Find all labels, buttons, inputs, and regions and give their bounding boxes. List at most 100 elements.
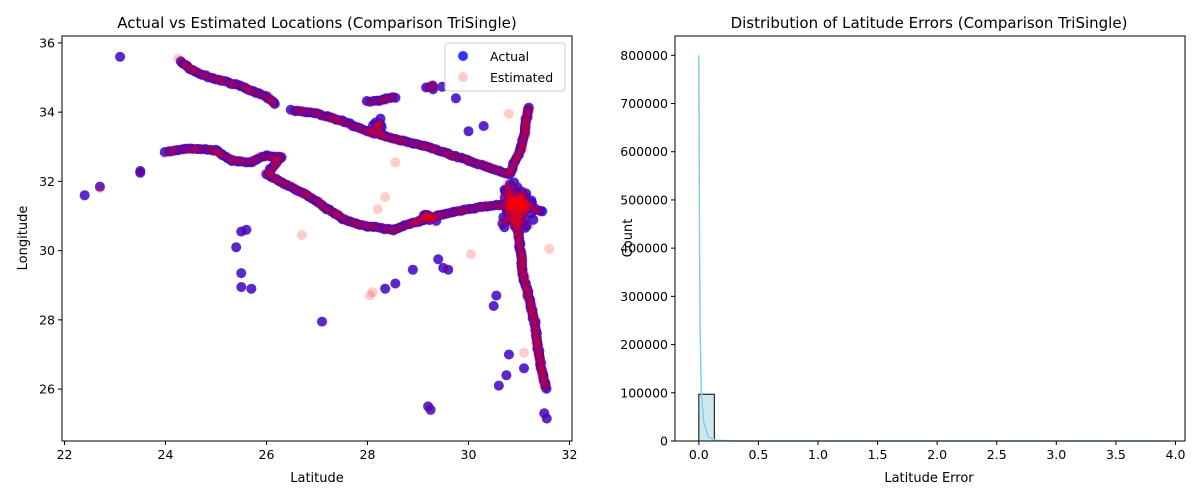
estimated-point xyxy=(475,202,485,213)
y-tick-label: 500000 xyxy=(620,192,668,207)
estimated-point xyxy=(409,217,420,228)
estimated-point xyxy=(167,145,178,156)
estimated-point xyxy=(329,114,340,125)
estimated-point xyxy=(515,195,526,206)
actual-point xyxy=(269,98,280,109)
actual-point xyxy=(390,278,401,289)
estimated-point xyxy=(321,204,332,215)
estimated-point xyxy=(469,203,480,214)
estimated-point xyxy=(384,224,395,235)
estimated-point xyxy=(302,106,313,117)
estimated-point xyxy=(300,189,311,200)
y-tick-label: 800000 xyxy=(620,48,668,63)
actual-point xyxy=(236,282,247,292)
estimated-point xyxy=(290,106,301,117)
estimated-point xyxy=(226,79,236,90)
actual-point xyxy=(463,126,474,137)
histogram-frame xyxy=(674,35,1186,442)
estimated-point xyxy=(201,143,212,154)
estimated-point xyxy=(518,133,529,144)
estimated-point xyxy=(163,146,174,157)
estimated-point xyxy=(511,216,522,227)
estimated-point xyxy=(452,152,463,163)
estimated-point xyxy=(517,200,528,211)
estimated-point xyxy=(509,200,520,211)
estimated-point xyxy=(504,215,515,226)
actual-point xyxy=(519,363,529,374)
estimated-point xyxy=(342,215,353,226)
estimated-point xyxy=(79,190,90,201)
estimated-point xyxy=(368,96,379,107)
estimated-point xyxy=(524,287,535,298)
estimated-point xyxy=(273,176,284,187)
estimated-point xyxy=(214,147,225,158)
estimated-point xyxy=(510,206,521,217)
estimated-point xyxy=(519,113,530,124)
estimated-point xyxy=(438,146,449,157)
estimated-point xyxy=(420,210,431,221)
estimated-point xyxy=(505,199,516,210)
estimated-point xyxy=(420,140,431,151)
estimated-point xyxy=(236,156,247,167)
estimated-point xyxy=(450,151,461,162)
estimated-point xyxy=(374,96,385,106)
estimated-point xyxy=(508,197,519,208)
estimated-point xyxy=(541,383,552,394)
legend-marker-actual xyxy=(458,51,468,61)
estimated-point xyxy=(529,325,540,336)
estimated-point xyxy=(502,179,513,190)
estimated-point xyxy=(447,151,458,161)
estimated-point xyxy=(501,191,512,202)
estimated-point xyxy=(507,160,518,170)
estimated-point xyxy=(388,91,399,102)
estimated-point xyxy=(503,210,514,221)
estimated-point xyxy=(314,196,324,207)
estimated-point xyxy=(341,117,352,128)
estimated-point xyxy=(502,216,512,227)
estimated-point xyxy=(372,124,383,135)
estimated-point xyxy=(523,105,534,116)
estimated-point xyxy=(433,254,444,265)
estimated-point xyxy=(240,82,251,93)
actual-point xyxy=(541,383,552,394)
estimated-point xyxy=(533,340,544,351)
estimated-point xyxy=(516,196,527,207)
estimated-point xyxy=(506,195,517,206)
estimated-point xyxy=(451,93,461,104)
estimated-point xyxy=(536,370,547,381)
estimated-point xyxy=(377,94,388,105)
estimated-point xyxy=(285,104,296,115)
actual-point xyxy=(413,216,424,227)
estimated-point xyxy=(225,154,236,165)
estimated-point xyxy=(513,239,524,250)
estimated-point xyxy=(519,347,529,358)
estimated-point xyxy=(516,200,527,211)
legend-marker-estimated xyxy=(458,72,468,82)
estimated-point xyxy=(517,202,528,213)
estimated-point xyxy=(516,219,527,230)
estimated-point xyxy=(516,262,527,272)
estimated-point xyxy=(409,138,420,149)
estimated-point xyxy=(514,147,525,158)
estimated-point xyxy=(466,249,476,260)
estimated-point xyxy=(504,184,515,194)
actual-point xyxy=(505,196,516,207)
estimated-point xyxy=(511,152,522,163)
estimated-point xyxy=(339,117,350,127)
estimated-point xyxy=(186,64,197,75)
estimated-point xyxy=(418,214,429,225)
estimated-point xyxy=(326,206,337,217)
estimated-point xyxy=(260,151,270,162)
estimated-point xyxy=(268,98,279,108)
estimated-point xyxy=(533,348,544,359)
estimated-point xyxy=(508,191,519,202)
estimated-point xyxy=(490,163,501,174)
estimated-point xyxy=(363,126,374,137)
estimated-point xyxy=(267,152,278,163)
estimated-point xyxy=(509,221,520,232)
estimated-point xyxy=(519,222,530,233)
estimated-point xyxy=(511,182,522,193)
estimated-point xyxy=(292,105,303,116)
estimated-point xyxy=(520,123,531,133)
estimated-point xyxy=(522,110,533,121)
